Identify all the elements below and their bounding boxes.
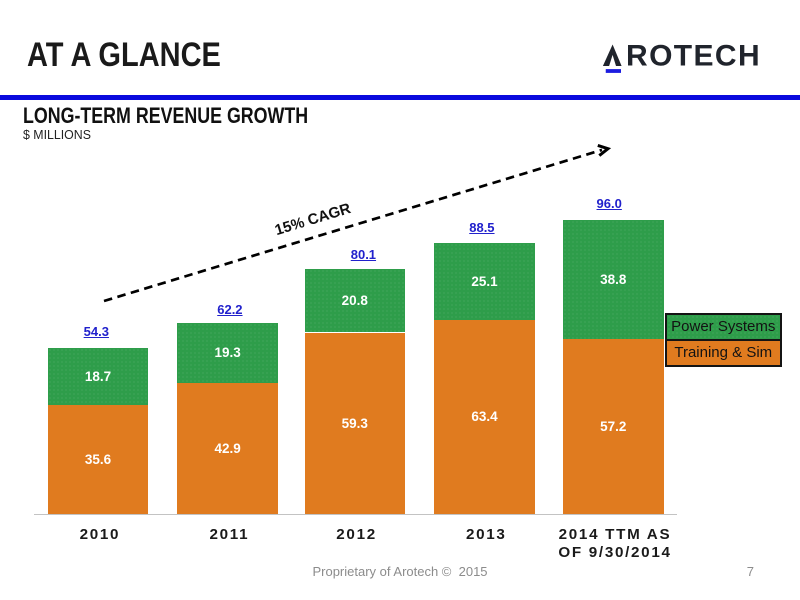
svg-text:ROTECH: ROTECH: [626, 40, 761, 72]
